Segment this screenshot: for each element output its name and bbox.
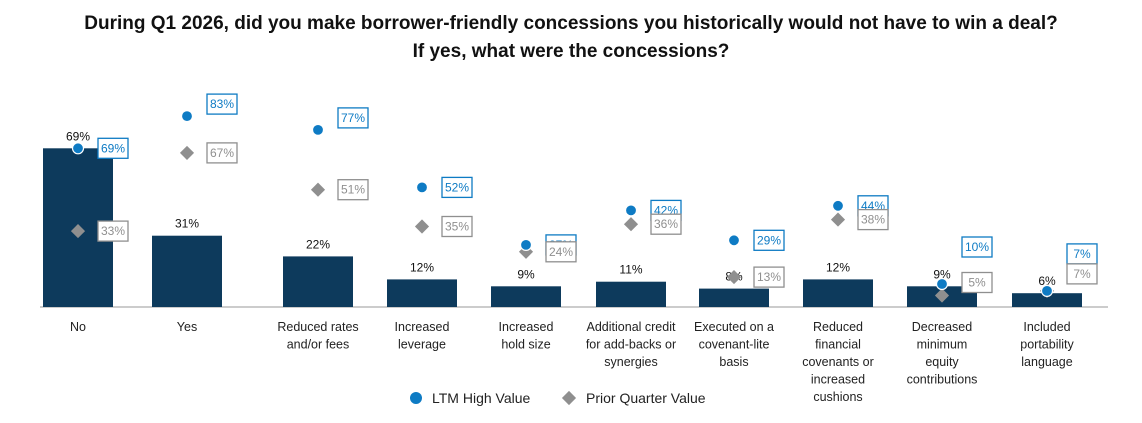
legend-prior-icon (561, 390, 577, 406)
prior-quarter-label-box (961, 271, 993, 294)
bar-value-label: 9% (933, 267, 951, 281)
ltm-high-marker (935, 277, 949, 291)
prior-quarter-label-box (650, 213, 682, 235)
ltm-high-marker (727, 234, 741, 247)
prior-quarter-marker (414, 219, 430, 234)
ltm-high-marker (831, 199, 845, 212)
prior-quarter-label: 67% (210, 146, 234, 160)
category-label: Reduced rates and/or fees (277, 320, 358, 352)
ltm-high-marker (1040, 284, 1054, 297)
prior-quarter-label: 36% (654, 217, 678, 231)
ltm-high-marker (415, 181, 429, 194)
ltm-high-marker (624, 204, 638, 217)
bar (387, 279, 457, 307)
ltm-high-label: 29% (757, 233, 781, 247)
ltm-high-label: 77% (341, 111, 365, 125)
bar-value-label: 12% (410, 260, 434, 274)
prior-quarter-label: 5% (968, 276, 986, 290)
prior-quarter-marker (623, 217, 639, 232)
category-label: Reduced financial covenants or increased cus… (802, 320, 874, 404)
prior-quarter-label: 7% (1073, 267, 1091, 281)
prior-quarter-marker (310, 182, 326, 197)
bar-value-label: 69% (66, 129, 90, 143)
prior-quarter-label-box (753, 266, 785, 288)
category-label: Included portability language (1020, 320, 1074, 369)
prior-quarter-label-box (206, 142, 238, 164)
category-label: Increased leverage (395, 320, 450, 352)
prior-quarter-marker (179, 145, 195, 160)
ltm-high-label-box (961, 236, 993, 258)
bar-value-label: 22% (306, 237, 330, 251)
bar (803, 279, 873, 307)
bar (283, 256, 353, 307)
bar (596, 281, 666, 307)
bar-value-label: 6% (1038, 274, 1056, 288)
chart-title: During Q1 2026, did you make borrower-fr… (0, 10, 1142, 66)
bar (1012, 293, 1082, 307)
prior-quarter-label-box (545, 241, 577, 263)
ltm-high-label: 69% (101, 141, 125, 155)
ltm-high-label: 7% (1073, 247, 1091, 261)
legend-prior-label: Prior Quarter Value (586, 390, 706, 406)
prior-quarter-label: 33% (101, 224, 125, 238)
prior-quarter-label: 38% (861, 213, 885, 227)
legend-ltm-icon (410, 392, 422, 404)
prior-quarter-marker (934, 288, 950, 303)
prior-quarter-marker (830, 212, 846, 227)
ltm-high-label-box (337, 107, 369, 129)
ltm-high-label-box (206, 93, 238, 115)
prior-quarter-marker (726, 270, 742, 285)
bar-value-label: 11% (619, 263, 642, 277)
ltm-high-label-box (97, 137, 129, 159)
ltm-high-marker (519, 238, 533, 251)
prior-quarter-label-box (337, 179, 369, 201)
prior-quarter-label: 13% (757, 270, 781, 284)
bar (152, 235, 222, 307)
prior-quarter-label: 35% (445, 220, 469, 234)
category-label: Additional credit for add-backs or synergi… (586, 320, 676, 369)
ltm-high-label: 83% (210, 97, 234, 111)
ltm-high-label-box (753, 229, 785, 251)
category-label: Yes (177, 320, 197, 334)
bar-value-label: 9% (517, 267, 535, 281)
prior-quarter-label-box (857, 208, 889, 231)
ltm-high-marker (180, 109, 194, 123)
category-label: No (70, 320, 86, 334)
prior-quarter-label: 51% (341, 183, 365, 197)
bar (491, 286, 561, 307)
ltm-high-marker (71, 142, 85, 155)
bar (699, 288, 769, 307)
ltm-high-label-box (441, 176, 473, 199)
ltm-high-label: 10% (965, 240, 989, 254)
prior-quarter-label-box (1066, 263, 1098, 285)
legend-ltm-label: LTM High Value (432, 390, 531, 406)
category-label: Executed on a covenant-lite basis (694, 320, 774, 369)
chart-title-line-1: During Q1 2026, did you make borrower-fr… (84, 13, 1058, 34)
category-label: Increased hold size (499, 320, 554, 352)
ltm-high-label: 52% (445, 180, 469, 194)
ltm-high-marker (311, 123, 325, 136)
prior-quarter-label-box (441, 215, 473, 238)
bar-value-label: 12% (826, 260, 850, 274)
category-label: Decreased minimum equity contributions (907, 320, 978, 387)
prior-quarter-label-box (97, 220, 129, 242)
bar-value-label: 31% (175, 217, 199, 231)
prior-quarter-label: 24% (549, 245, 573, 259)
chart-title-line-2: If yes, what were the concessions? (412, 41, 730, 62)
